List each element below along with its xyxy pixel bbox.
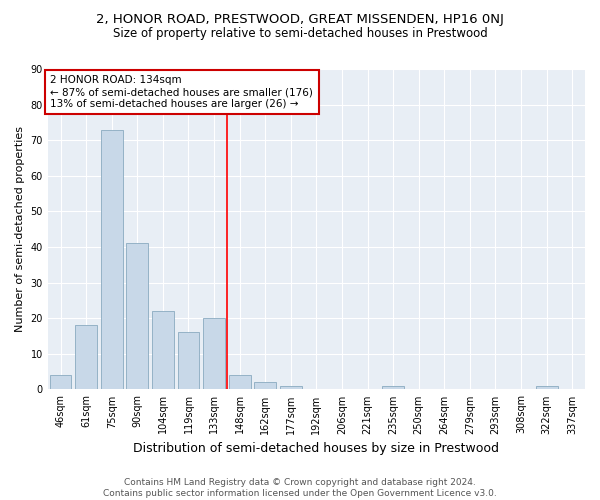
X-axis label: Distribution of semi-detached houses by size in Prestwood: Distribution of semi-detached houses by … xyxy=(133,442,499,455)
Bar xyxy=(536,386,557,390)
Text: Size of property relative to semi-detached houses in Prestwood: Size of property relative to semi-detach… xyxy=(113,28,487,40)
Text: Contains HM Land Registry data © Crown copyright and database right 2024.
Contai: Contains HM Land Registry data © Crown c… xyxy=(103,478,497,498)
Bar xyxy=(127,244,148,390)
Bar xyxy=(152,311,174,390)
Bar xyxy=(382,386,404,390)
Bar xyxy=(101,130,122,390)
Bar xyxy=(254,382,276,390)
Bar xyxy=(229,375,251,390)
Bar xyxy=(203,318,225,390)
Bar xyxy=(178,332,199,390)
Text: 2, HONOR ROAD, PRESTWOOD, GREAT MISSENDEN, HP16 0NJ: 2, HONOR ROAD, PRESTWOOD, GREAT MISSENDE… xyxy=(96,12,504,26)
Bar xyxy=(75,326,97,390)
Bar xyxy=(280,386,302,390)
Text: 2 HONOR ROAD: 134sqm
← 87% of semi-detached houses are smaller (176)
13% of semi: 2 HONOR ROAD: 134sqm ← 87% of semi-detac… xyxy=(50,76,313,108)
Y-axis label: Number of semi-detached properties: Number of semi-detached properties xyxy=(15,126,25,332)
Bar xyxy=(50,375,71,390)
